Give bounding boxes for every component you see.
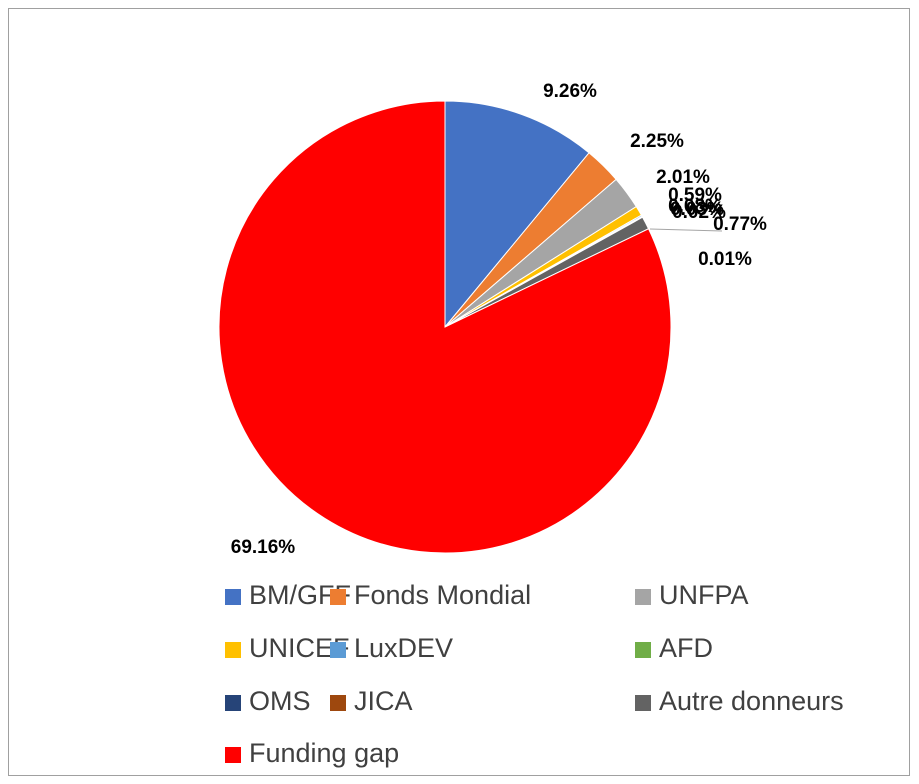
legend-swatch <box>225 695 241 711</box>
data-label: 0.02% <box>672 202 726 223</box>
legend-label: LuxDEV <box>354 633 453 663</box>
legend-swatch <box>635 589 651 605</box>
legend-swatch <box>635 695 651 711</box>
leader-line <box>649 228 723 232</box>
data-label: 0.03% <box>670 199 724 220</box>
legend-label: JICA <box>354 686 413 716</box>
legend-swatch <box>330 642 346 658</box>
legend-label: AFD <box>659 633 713 663</box>
legend-label: Autre donneurs <box>659 686 844 716</box>
legend-swatch <box>225 589 241 605</box>
legend-label: OMS <box>249 686 311 716</box>
data-label: 0.08% <box>668 196 722 217</box>
legend-label: Fonds Mondial <box>354 580 531 610</box>
data-label: 0.59% <box>668 185 722 206</box>
legend-swatch <box>330 589 346 605</box>
data-label: 9.26% <box>543 81 597 102</box>
data-label: 2.25% <box>630 131 684 152</box>
legend-swatch <box>635 642 651 658</box>
pie-slice <box>444 100 590 329</box>
data-label: 0.77% <box>713 214 767 235</box>
legend-label: UNFPA <box>659 580 749 610</box>
legend-swatch <box>330 695 346 711</box>
data-label: 2.01% <box>656 167 710 188</box>
legend-label: Funding gap <box>249 738 399 768</box>
legend-swatch <box>225 747 241 763</box>
data-label: 69.16% <box>231 537 296 558</box>
legend-swatch <box>225 642 241 658</box>
pie-slice <box>218 100 672 554</box>
data-label: 0.01% <box>698 249 752 270</box>
